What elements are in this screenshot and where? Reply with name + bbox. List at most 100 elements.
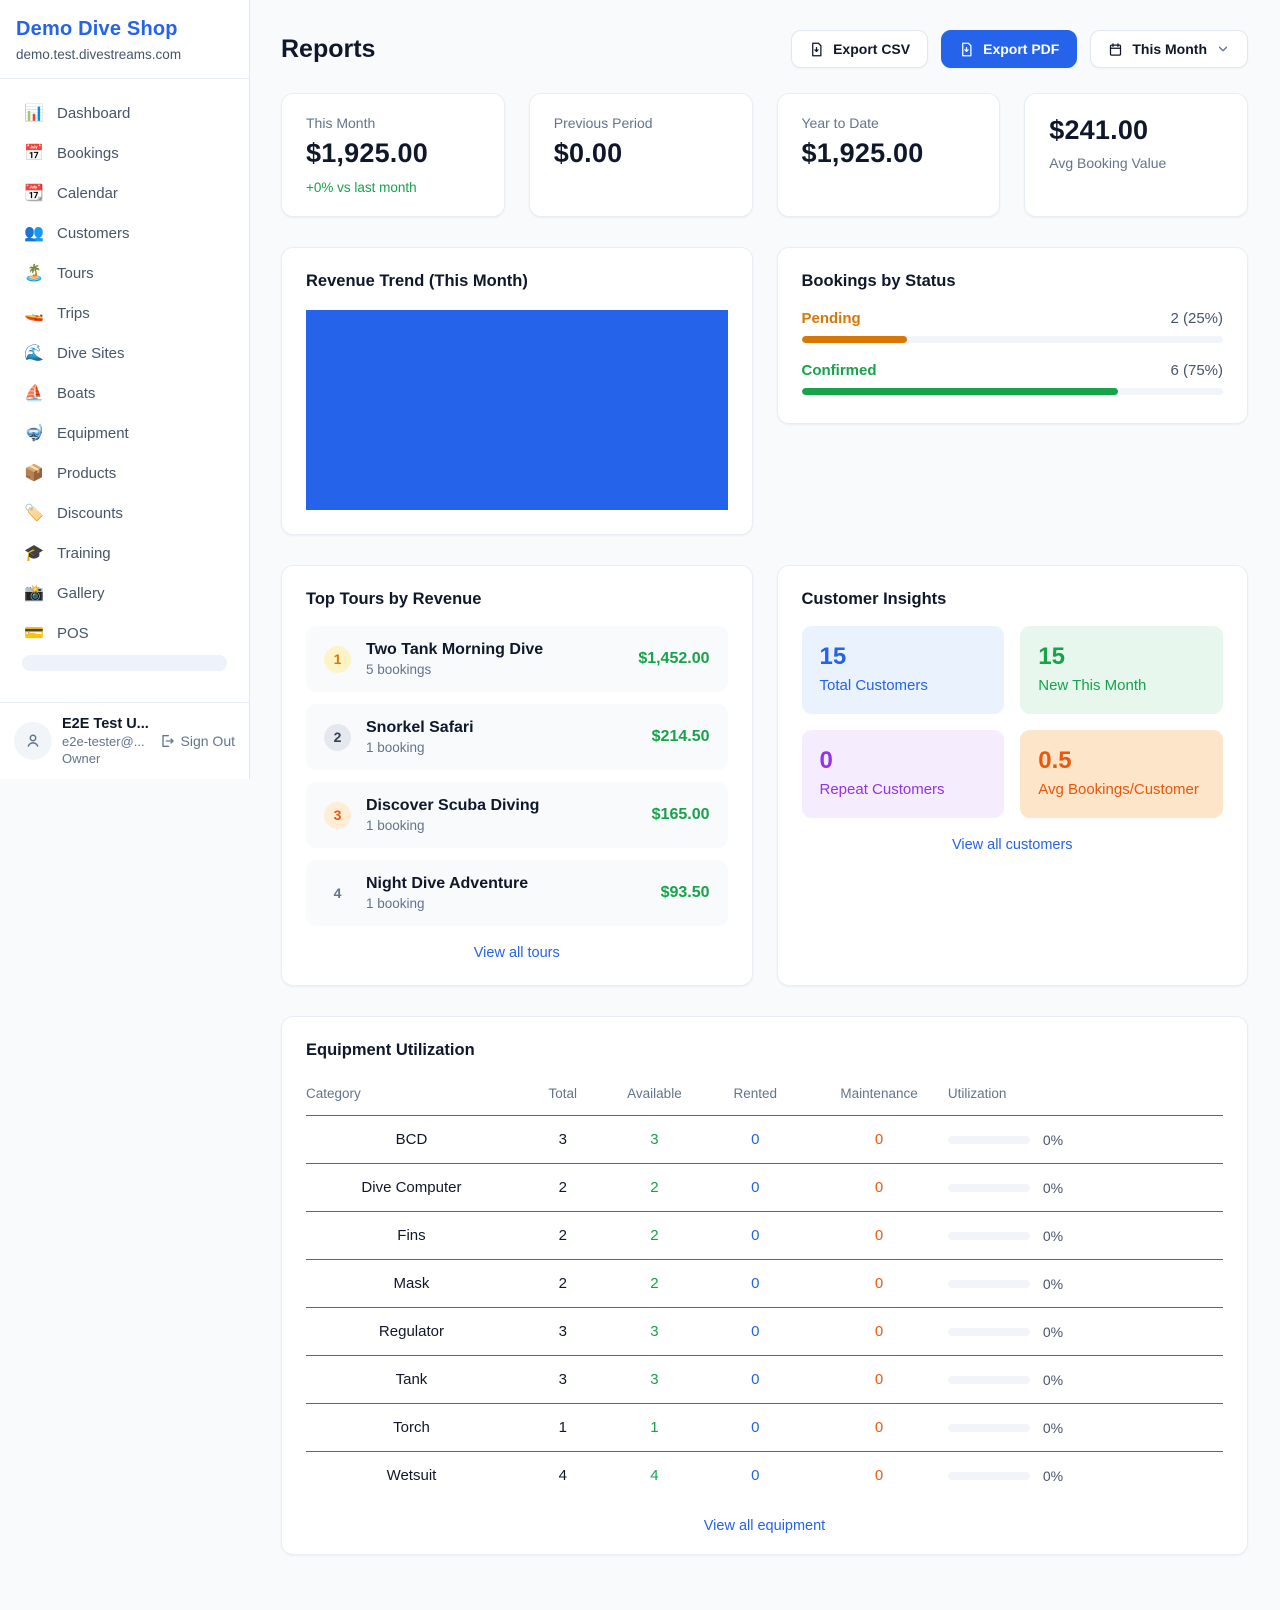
sidebar-item-trips[interactable]: 🚤 Trips bbox=[12, 293, 237, 333]
table-row: Dive Computer 2 2 0 0 0% bbox=[306, 1163, 1223, 1212]
user-email: e2e-tester@... bbox=[62, 734, 145, 749]
utilization-bar bbox=[947, 1423, 1030, 1432]
column-header-total: Total bbox=[516, 1074, 609, 1116]
sidebar-item-label: Gallery bbox=[57, 584, 105, 602]
cell-utilization: 0% bbox=[947, 1163, 1223, 1212]
status-bar-track bbox=[801, 336, 1223, 343]
cell-rented: 0 bbox=[700, 1163, 811, 1212]
sidebar-nav: 📊 Dashboard 📅 Bookings 📆 Calendar 👥 Customer… bbox=[0, 79, 249, 702]
credit-card-icon: 💳 bbox=[24, 625, 44, 642]
utilization-percent: 0% bbox=[1042, 1419, 1064, 1436]
cell-rented: 0 bbox=[700, 1307, 811, 1356]
header-actions: Export CSV Export PDF This Month bbox=[791, 30, 1248, 68]
equipment-utilization-title: Equipment Utilization bbox=[306, 1041, 475, 1059]
utilization-percent: 0% bbox=[1042, 1227, 1064, 1244]
bookings-by-status-title: Bookings by Status bbox=[801, 272, 956, 290]
sidebar-item-label: Dive Sites bbox=[57, 344, 125, 362]
equipment-table: Category Total Available Rented Maintena… bbox=[306, 1074, 1223, 1499]
main-content: Reports Export CSV Export PDF This Month bbox=[250, 0, 1280, 1595]
sidebar-item-reports-active-partial[interactable] bbox=[22, 655, 227, 671]
page-title: Reports bbox=[281, 34, 376, 63]
view-all-customers-link[interactable]: View all customers bbox=[951, 837, 1073, 853]
sidebar-item-customers[interactable]: 👥 Customers bbox=[12, 213, 237, 253]
avatar bbox=[14, 722, 52, 760]
utilization-percent: 0% bbox=[1042, 1131, 1064, 1148]
sidebar-item-pos[interactable]: 💳 POS bbox=[12, 613, 237, 653]
cell-total: 3 bbox=[516, 1115, 609, 1164]
sidebar-item-dashboard[interactable]: 📊 Dashboard bbox=[12, 93, 237, 133]
rank-badge: 1 bbox=[324, 645, 351, 673]
table-row: Regulator 3 3 0 0 0% bbox=[306, 1307, 1223, 1356]
sidebar-item-bookings[interactable]: 📅 Bookings bbox=[12, 133, 237, 173]
sidebar-item-calendar[interactable]: 📆 Calendar bbox=[12, 173, 237, 213]
tour-list-item: 4 Night Dive Adventure 1 booking $93.50 bbox=[306, 860, 728, 926]
tour-bookings: 1 booking bbox=[366, 818, 425, 833]
utilization-bar bbox=[947, 1375, 1030, 1384]
tour-list-item: 2 Snorkel Safari 1 booking $214.50 bbox=[306, 704, 728, 770]
view-all-tours-link[interactable]: View all tours bbox=[473, 945, 560, 961]
sailboat-icon: ⛵ bbox=[24, 385, 44, 402]
speedboat-icon: 🚤 bbox=[24, 305, 44, 322]
table-row: Torch 1 1 0 0 0% bbox=[306, 1403, 1223, 1452]
equipment-table-header: Category Total Available Rented Maintena… bbox=[306, 1074, 1223, 1116]
shop-domain: demo.test.divestreams.com bbox=[16, 47, 182, 62]
view-all-equipment-link[interactable]: View all equipment bbox=[703, 1518, 826, 1534]
column-header-category: Category bbox=[306, 1074, 517, 1116]
cell-available: 2 bbox=[608, 1211, 701, 1260]
sidebar-item-label: Training bbox=[57, 544, 111, 562]
cell-rented: 0 bbox=[700, 1355, 811, 1404]
export-pdf-button[interactable]: Export PDF bbox=[941, 30, 1078, 68]
cell-category: Wetsuit bbox=[386, 1467, 437, 1484]
tour-list-item: 1 Two Tank Morning Dive 5 bookings $1,452… bbox=[306, 626, 728, 692]
cell-utilization: 0% bbox=[947, 1307, 1223, 1356]
cell-utilization: 0% bbox=[947, 1259, 1223, 1308]
rank-badge: 4 bbox=[333, 885, 342, 901]
equipment-utilization-card: Equipment Utilization Category Total Ava… bbox=[281, 1016, 1248, 1555]
table-row: BCD 3 3 0 0 0% bbox=[306, 1115, 1223, 1164]
utilization-bar bbox=[947, 1279, 1030, 1288]
sidebar-item-label: Dashboard bbox=[57, 104, 131, 122]
status-bar-track bbox=[801, 388, 1223, 395]
sign-out-button[interactable]: Sign Out bbox=[159, 733, 235, 749]
sidebar-item-label: Tours bbox=[57, 264, 94, 282]
cell-utilization: 0% bbox=[947, 1211, 1223, 1260]
insight-total-customers: 15 Total Customers bbox=[801, 626, 1005, 714]
utilization-percent: 0% bbox=[1042, 1179, 1064, 1196]
chevron-down-icon bbox=[1218, 46, 1228, 52]
table-row: Wetsuit 4 4 0 0 0% bbox=[306, 1452, 1223, 1500]
sidebar-item-discounts[interactable]: 🏷️ Discounts bbox=[12, 493, 237, 533]
cell-maintenance: 0 bbox=[810, 1307, 948, 1356]
column-header-maintenance: Maintenance bbox=[810, 1074, 948, 1116]
export-csv-button[interactable]: Export CSV bbox=[791, 30, 929, 68]
tour-revenue: $93.50 bbox=[660, 884, 710, 901]
sidebar-item-tours[interactable]: 🏝️ Tours bbox=[12, 253, 237, 293]
insight-grid: 15 Total Customers 15 New This Month 0 R… bbox=[801, 626, 1223, 818]
tour-list: 1 Two Tank Morning Dive 5 bookings $1,452… bbox=[306, 626, 728, 926]
tour-revenue: $165.00 bbox=[651, 806, 710, 823]
sidebar-item-gallery[interactable]: 📸 Gallery bbox=[12, 573, 237, 613]
customer-insights-card: Customer Insights 15 Total Customers 15 … bbox=[776, 565, 1248, 986]
status-row-confirmed: Confirmed 6 (75%) bbox=[801, 362, 1223, 395]
insights-row: Top Tours by Revenue 1 Two Tank Morning … bbox=[281, 565, 1248, 986]
cell-available: 3 bbox=[608, 1355, 701, 1404]
cell-category: Fins bbox=[306, 1211, 517, 1260]
revenue-trend-chart bbox=[306, 310, 728, 510]
cell-maintenance: 0 bbox=[810, 1355, 948, 1404]
sidebar-item-equipment[interactable]: 🤿 Equipment bbox=[12, 413, 237, 453]
period-dropdown[interactable]: This Month bbox=[1090, 30, 1248, 68]
sidebar-item-training[interactable]: 🎓 Training bbox=[12, 533, 237, 573]
cell-available: 2 bbox=[608, 1259, 701, 1308]
cell-total: 3 bbox=[516, 1355, 609, 1404]
cell-total: 3 bbox=[516, 1307, 609, 1356]
tour-bookings: 1 booking bbox=[366, 740, 425, 755]
sidebar-item-dive-sites[interactable]: 🌊 Dive Sites bbox=[12, 333, 237, 373]
cell-utilization: 0% bbox=[947, 1452, 1223, 1500]
insight-repeat-customers: 0 Repeat Customers bbox=[801, 730, 1005, 818]
sidebar-item-boats[interactable]: ⛵ Boats bbox=[12, 373, 237, 413]
cell-available: 3 bbox=[608, 1307, 701, 1356]
cell-category: BCD bbox=[306, 1115, 517, 1164]
cell-rented: 0 bbox=[700, 1115, 811, 1164]
sidebar-item-products[interactable]: 📦 Products bbox=[12, 453, 237, 493]
cell-rented: 0 bbox=[700, 1259, 811, 1308]
cell-maintenance: 0 bbox=[810, 1163, 948, 1212]
